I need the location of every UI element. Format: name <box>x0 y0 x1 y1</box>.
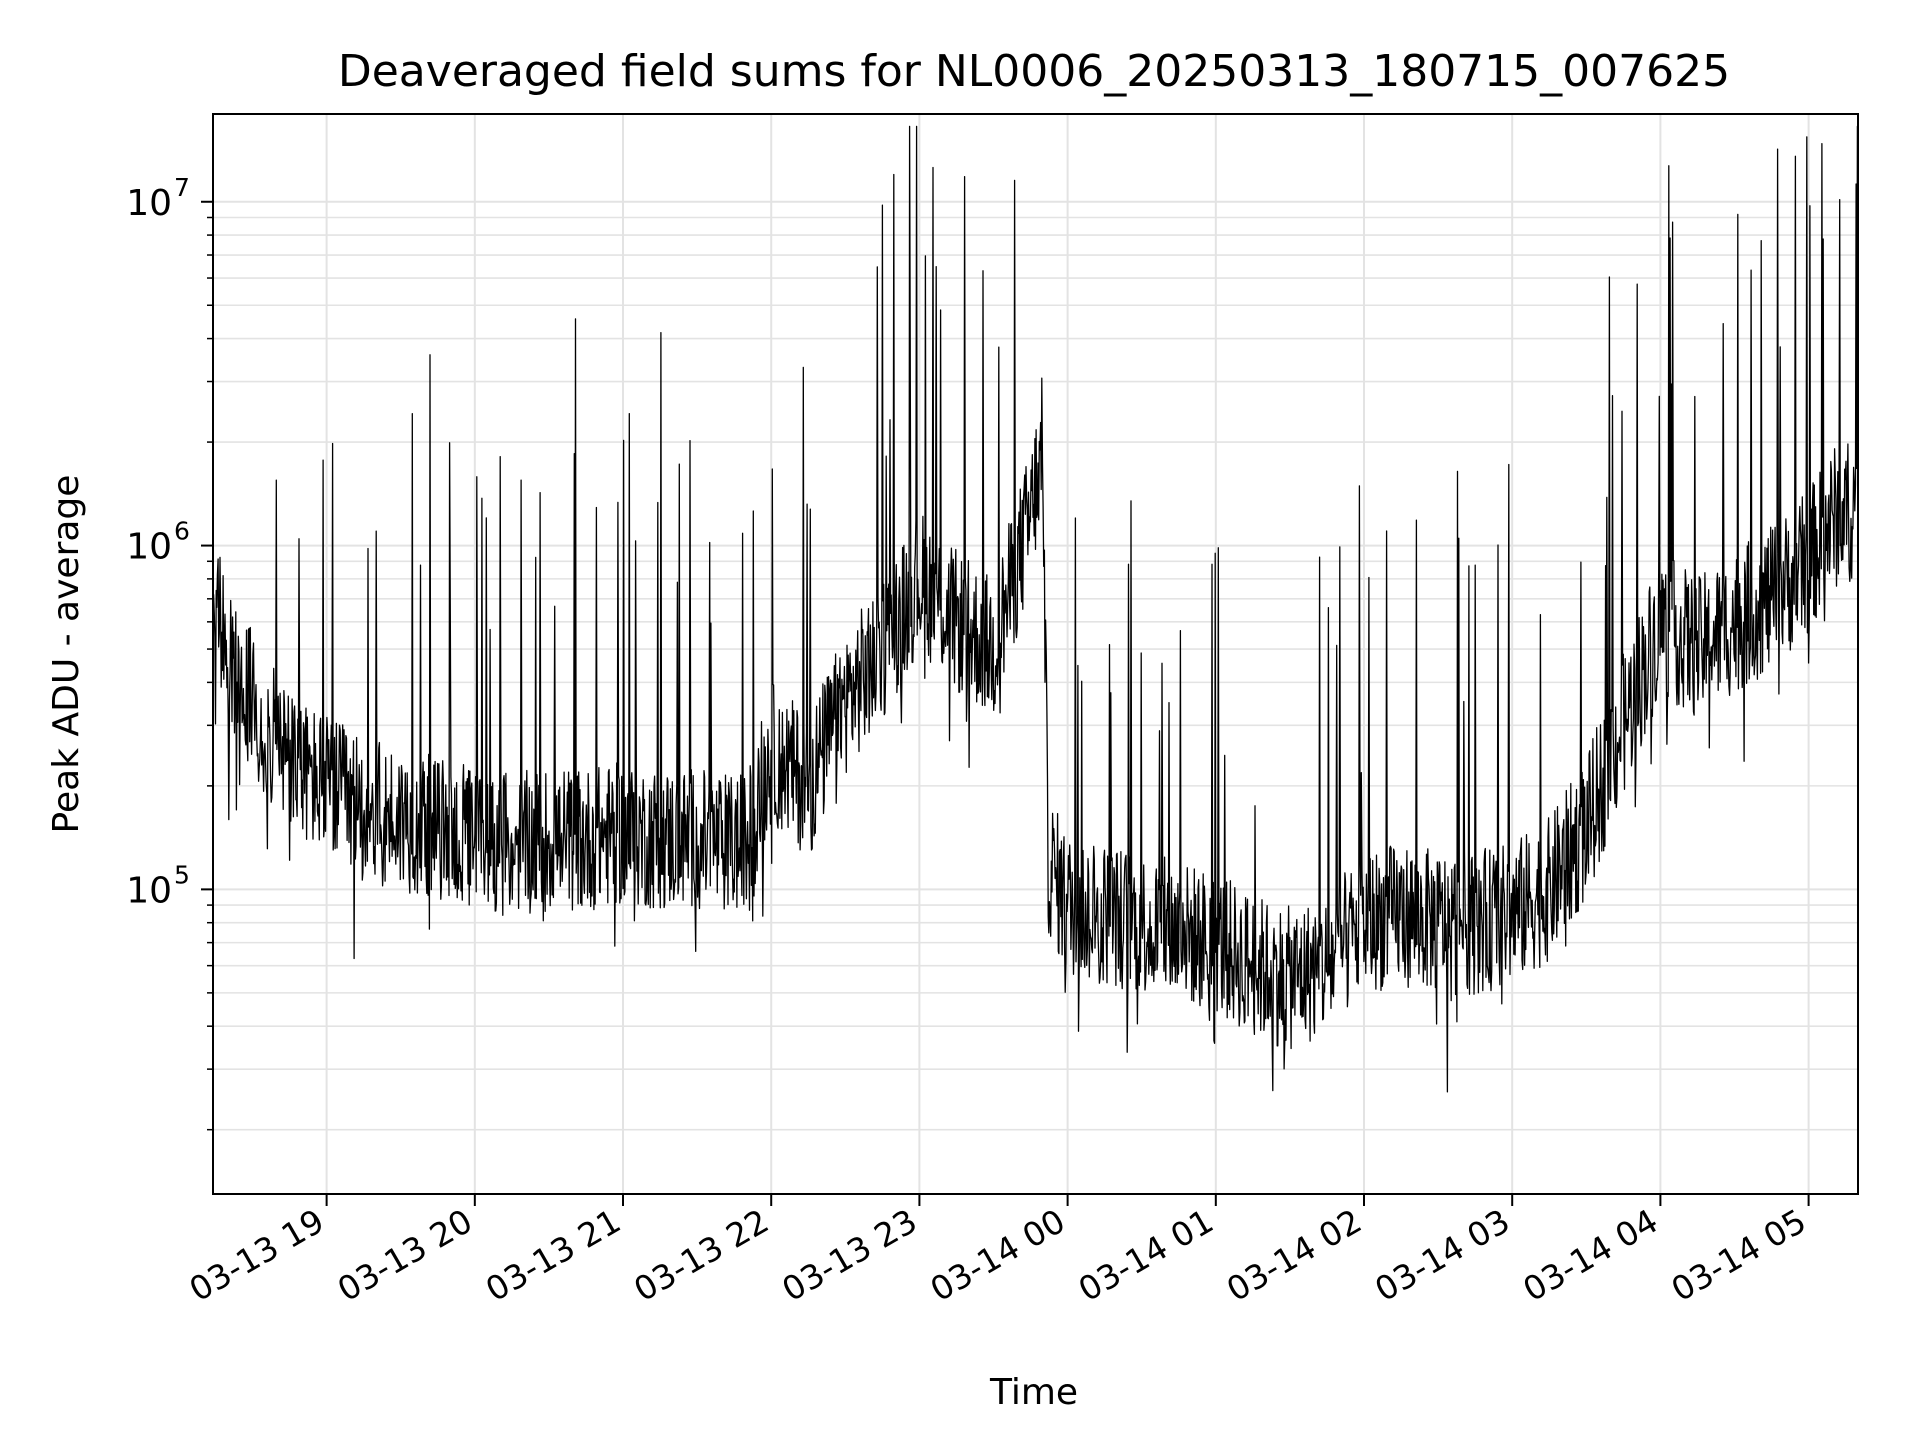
chart-title: Deaveraged field sums for NL0006_2025031… <box>338 46 1730 97</box>
plot-area <box>212 125 1859 1093</box>
gridlines <box>213 114 1858 1194</box>
x-axis-label: Time <box>989 1372 1078 1413</box>
y-tick-exponent: 5 <box>174 860 190 889</box>
y-tick-label: 10 <box>126 183 172 224</box>
y-tick-label: 10 <box>126 870 172 911</box>
axes-frame <box>212 113 1859 1195</box>
series-line <box>212 125 1859 1093</box>
y-tick-exponent: 7 <box>174 173 190 202</box>
y-tick-exponent: 6 <box>174 517 190 546</box>
y-tick-label: 10 <box>126 527 172 568</box>
y-axis-label: Peak ADU - average <box>46 475 87 834</box>
